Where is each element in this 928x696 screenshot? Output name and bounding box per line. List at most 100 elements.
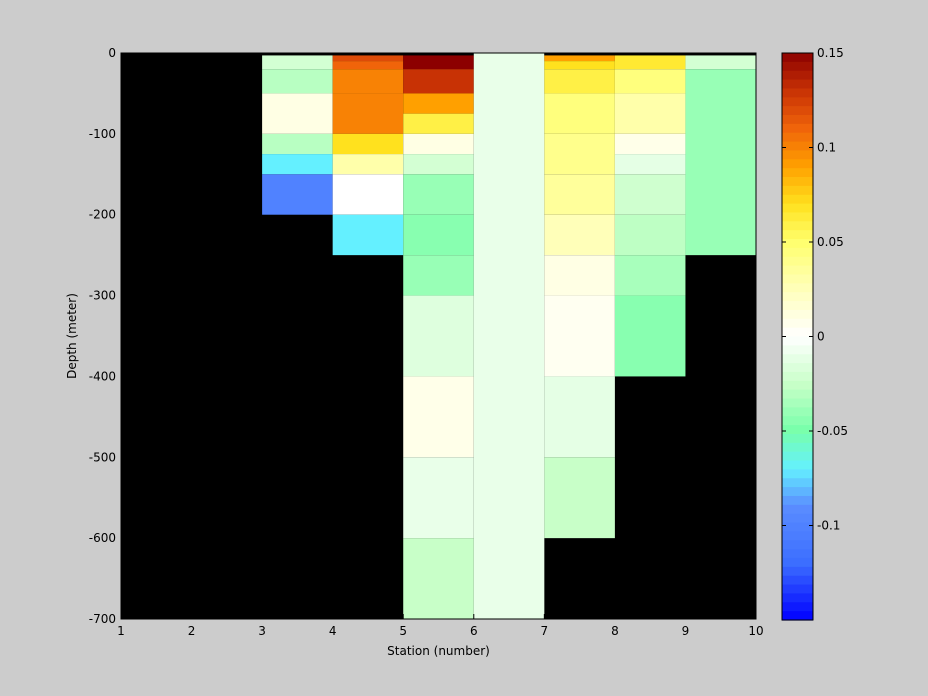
y-tick-label: -700 xyxy=(89,612,116,626)
x-tick-label: 1 xyxy=(117,624,125,638)
colorbar-swatch xyxy=(782,168,813,178)
y-tick-label: -600 xyxy=(89,531,116,545)
heatmap-cell xyxy=(403,457,474,539)
x-axis: 1 2 3 4 5 6 7 8 9 10 xyxy=(117,614,764,638)
heatmap-cell xyxy=(544,295,615,377)
y-tick-label: -300 xyxy=(89,289,116,303)
colorbar-swatch xyxy=(782,336,813,346)
heatmap-cell xyxy=(685,53,756,56)
colorbar-swatch xyxy=(782,504,813,515)
colorbar-swatch xyxy=(782,433,813,444)
colorbar-swatch xyxy=(782,53,813,63)
y-tick-label: -400 xyxy=(89,369,116,383)
heatmap-cell xyxy=(544,133,615,175)
colorbar-swatch xyxy=(782,522,813,533)
colorbar-swatch xyxy=(782,212,813,222)
colorbar-swatch xyxy=(782,602,813,612)
heatmap-cell xyxy=(544,376,615,458)
colorbar-swatch xyxy=(782,495,813,506)
colorbar-swatch xyxy=(782,389,813,400)
colorbar: 0.15 0.1 0.05 0 -0.05 -0.1 xyxy=(781,46,848,621)
colorbar-swatch xyxy=(782,97,813,107)
x-tick-label: 4 xyxy=(329,624,337,638)
colorbar-swatch xyxy=(782,221,813,231)
colorbar-swatch xyxy=(782,513,813,524)
colorbar-swatch xyxy=(782,185,813,196)
heatmap-cell xyxy=(614,133,686,155)
x-tick-label: 6 xyxy=(470,624,478,638)
colorbar-swatch xyxy=(782,301,813,311)
colorbar-swatch xyxy=(782,150,813,160)
heatmap-cell xyxy=(403,69,474,94)
colorbar-swatch xyxy=(782,256,813,267)
colorbar-swatch xyxy=(782,318,813,329)
colorbar-swatch xyxy=(782,283,813,293)
heatmap-cell xyxy=(403,113,474,134)
y-tick-label: -500 xyxy=(89,450,116,464)
heatmap-cell xyxy=(332,154,404,175)
colorbar-swatch xyxy=(782,115,813,125)
heatmap-cell xyxy=(262,174,333,215)
heatmap-cell xyxy=(614,214,686,256)
colorbar-swatch xyxy=(782,549,813,559)
heatmap-cell xyxy=(332,69,404,94)
colorbar-swatch xyxy=(782,584,813,595)
colorbar-swatch xyxy=(782,540,813,550)
heatmap-cell xyxy=(614,53,686,56)
colorbar-swatch xyxy=(782,132,813,143)
heatmap-cell xyxy=(614,69,686,94)
colorbar-swatch xyxy=(782,469,813,479)
plot-frame xyxy=(120,52,757,620)
colorbar-swatch xyxy=(782,123,813,134)
x-tick-label: 9 xyxy=(682,624,690,638)
colorbar-swatch xyxy=(782,487,813,497)
colorbar-swatch xyxy=(782,194,813,205)
heatmap-cell xyxy=(332,174,404,215)
heatmap-cell xyxy=(332,214,404,256)
heatmap-cell xyxy=(332,55,404,62)
x-tick-label: 5 xyxy=(399,624,407,638)
colorbar-tick-label: 0.1 xyxy=(817,141,836,155)
heatmap-cell xyxy=(544,69,615,94)
heatmap-cell xyxy=(544,61,615,70)
colorbar-swatch xyxy=(782,230,813,240)
heatmap-cell xyxy=(403,174,474,215)
heatmap-cell xyxy=(685,69,756,256)
heatmap-cell xyxy=(403,55,474,70)
x-tick-label: 10 xyxy=(748,624,763,638)
x-tick-label: 3 xyxy=(258,624,266,638)
heatmap-cell xyxy=(403,133,474,155)
heatmap-cell xyxy=(614,295,686,377)
colorbar-swatch xyxy=(782,292,813,302)
y-tick-label: 0 xyxy=(108,46,116,60)
colorbar-swatch xyxy=(782,247,813,258)
heatmap-cell xyxy=(544,93,615,134)
colorbar-swatch xyxy=(782,531,813,541)
y-axis-label: Depth (meter) xyxy=(65,293,79,379)
colorbar-tick-label: 0.05 xyxy=(817,235,844,249)
colorbar-swatch xyxy=(782,398,813,408)
y-tick-label: -200 xyxy=(89,208,116,222)
colorbar-swatch xyxy=(782,203,813,214)
colorbar-swatch xyxy=(782,88,813,98)
heatmap-cell xyxy=(403,93,474,114)
colorbar-swatch xyxy=(782,371,813,382)
colorbar-swatch xyxy=(782,159,813,169)
heatmap-cell xyxy=(544,214,615,256)
heatmap-cell xyxy=(332,93,404,134)
colorbar-swatch xyxy=(782,265,813,276)
colorbar-swatch xyxy=(782,106,813,116)
heatmap-cell xyxy=(614,174,686,215)
x-tick-label: 8 xyxy=(611,624,619,638)
heatmap-cell xyxy=(262,69,333,94)
colorbar-swatch xyxy=(782,451,813,462)
colorbar-swatch xyxy=(782,309,813,320)
colorbar-swatch xyxy=(782,380,813,391)
colorbar-swatch xyxy=(782,239,813,249)
heatmap-cell xyxy=(544,53,615,56)
colorbar-tick-label: 0 xyxy=(817,330,825,344)
heatmap-cell xyxy=(403,538,474,619)
heatmap-cell xyxy=(403,53,474,56)
heatmap-cell xyxy=(262,133,333,155)
heatmap-cell xyxy=(262,154,333,175)
